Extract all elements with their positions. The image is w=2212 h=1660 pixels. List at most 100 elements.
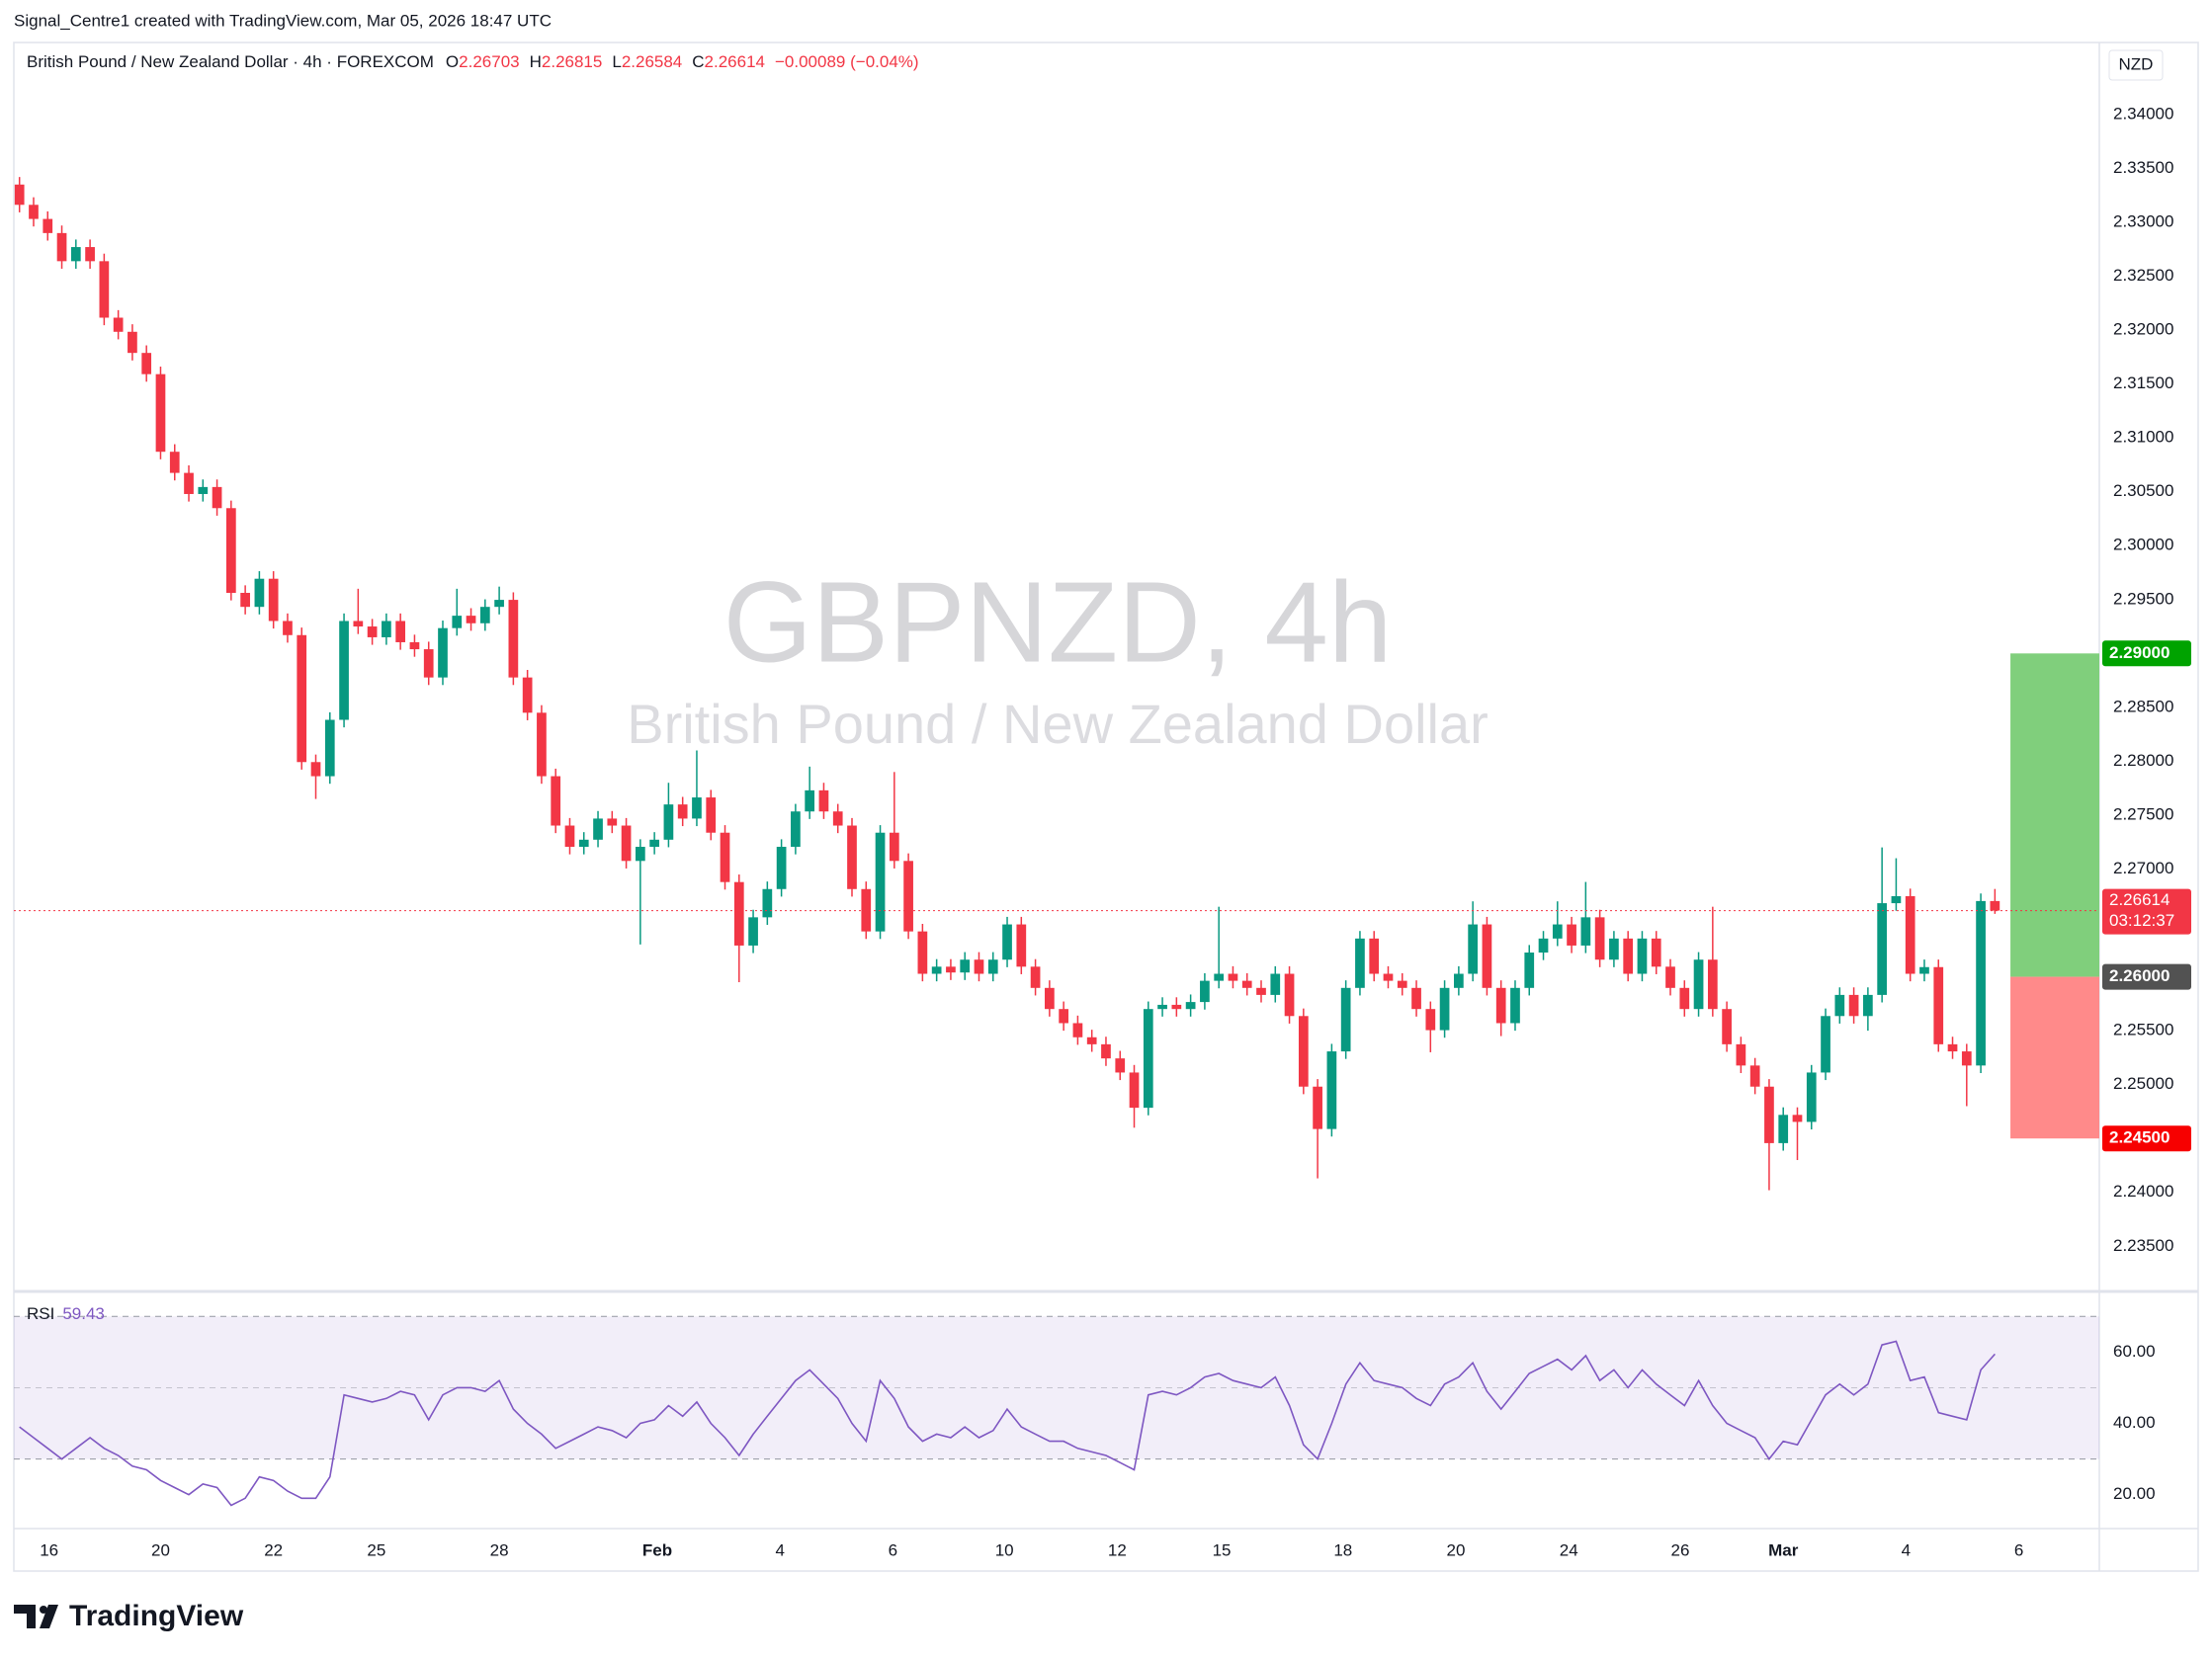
x-tick-label: 12 [1108, 1540, 1127, 1559]
candle-body [791, 811, 801, 848]
x-tick-label: 4 [775, 1540, 784, 1559]
candle-body [324, 719, 335, 777]
rsi-legend: RSI 59.43 [27, 1304, 105, 1323]
candle-body [1326, 1051, 1337, 1129]
candle-body [1806, 1072, 1817, 1122]
y-tick-label: 2.32500 [2113, 266, 2173, 285]
watermark-symbol: GBPNZD, 4h [723, 558, 1393, 687]
candle-body [1848, 994, 1859, 1017]
candle-body [1468, 924, 1478, 974]
candle-body [452, 616, 463, 628]
candle-body [1821, 1016, 1830, 1073]
open-value: 2.26703 [459, 52, 519, 71]
candle-body [1482, 924, 1492, 988]
candle-body [353, 621, 364, 627]
candle-body [310, 762, 321, 777]
x-tick-label: 20 [151, 1540, 170, 1559]
candle-body [974, 959, 984, 974]
candle-body [169, 452, 180, 473]
change: −0.00089 (−0.04%) [775, 52, 919, 71]
legend: British Pound / New Zealand Dollar · 4h … [27, 52, 919, 71]
y-tick-label: 2.25000 [2113, 1074, 2173, 1093]
logo-dot [40, 1606, 47, 1614]
candle-body [946, 966, 956, 973]
x-tick-label: 20 [1447, 1540, 1466, 1559]
close-value: 2.26614 [705, 52, 765, 71]
y-tick-label: 2.33000 [2113, 211, 2173, 230]
candle-body [1030, 966, 1041, 988]
candle-body [931, 966, 942, 974]
y-tick-label: 2.30000 [2113, 536, 2173, 554]
candle-body [268, 578, 279, 622]
candle-body [1919, 966, 1929, 974]
candle-body [141, 353, 152, 374]
candle-body [212, 486, 222, 509]
candle-body [1792, 1115, 1803, 1122]
candle-body [43, 218, 53, 233]
stop-loss-label-box [2102, 1125, 2191, 1152]
candle-body [508, 600, 519, 678]
x-tick-label: 16 [40, 1540, 58, 1559]
candle-body [395, 621, 406, 642]
candle-body [1976, 900, 1986, 1066]
entry-label-box [2102, 963, 2191, 990]
y-tick-label: 2.28000 [2113, 751, 2173, 770]
candle-body [1538, 938, 1549, 954]
candle-body [1383, 973, 1394, 981]
candle-body [847, 825, 857, 889]
candle-body [466, 616, 476, 623]
currency[interactable]: NZD [2119, 54, 2154, 73]
candle-body [29, 205, 39, 219]
candle-body [607, 818, 618, 826]
stop-loss-zone [2010, 976, 2099, 1139]
candle-body [225, 508, 236, 594]
candle-body [1270, 973, 1281, 995]
candle-body [1143, 1009, 1153, 1109]
candle-body [1495, 987, 1506, 1024]
candle-body [1369, 938, 1380, 974]
x-tick-label: 22 [264, 1540, 283, 1559]
candle-body [113, 317, 124, 332]
candle-body [1101, 1043, 1111, 1059]
candle-body [1961, 1051, 1972, 1066]
candle-body [1693, 959, 1704, 1010]
candle-body [1241, 980, 1252, 988]
candle-body [1510, 987, 1520, 1024]
candle-body [128, 331, 137, 354]
last-price-label: 2.26614 [2109, 890, 2169, 909]
currency-box[interactable] [2108, 49, 2164, 81]
candle-body [1200, 980, 1210, 1003]
candle-body [692, 797, 702, 819]
x-tick-label: Mar [1768, 1540, 1799, 1559]
candle-body [832, 811, 843, 826]
candle-body [1284, 973, 1295, 1017]
candle-body [861, 888, 872, 932]
candle-body [1905, 895, 1915, 974]
candle-body [1651, 938, 1661, 967]
watermark: GBPNZD, 4h British Pound / New Zealand D… [627, 558, 1489, 755]
high-value: 2.26815 [542, 52, 602, 71]
rsi-tick-label: 20.00 [2113, 1484, 2156, 1503]
candle-body [367, 626, 378, 637]
candle-body [621, 825, 632, 862]
candle-body [663, 804, 674, 840]
candle-body [14, 184, 25, 206]
x-tick-label: 6 [2014, 1540, 2023, 1559]
x-tick-label: 4 [1902, 1540, 1911, 1559]
symbol-title: British Pound / New Zealand Dollar · 4h … [27, 52, 434, 71]
candle-body [1665, 966, 1675, 988]
candle-body [1552, 924, 1563, 939]
y-tick-label: 2.34000 [2113, 104, 2173, 123]
candle-body [423, 649, 434, 678]
candle-body [875, 832, 886, 932]
candle-body [1947, 1043, 1958, 1052]
plot-layer [14, 177, 2099, 1507]
rsi-tick-label: 40.00 [2113, 1413, 2156, 1432]
candle-body [1722, 1009, 1732, 1044]
candle-body [1256, 987, 1266, 995]
candle-body [1045, 987, 1055, 1010]
candle-body [564, 825, 575, 848]
candle-body [1524, 953, 1535, 988]
candle-body [283, 621, 293, 635]
